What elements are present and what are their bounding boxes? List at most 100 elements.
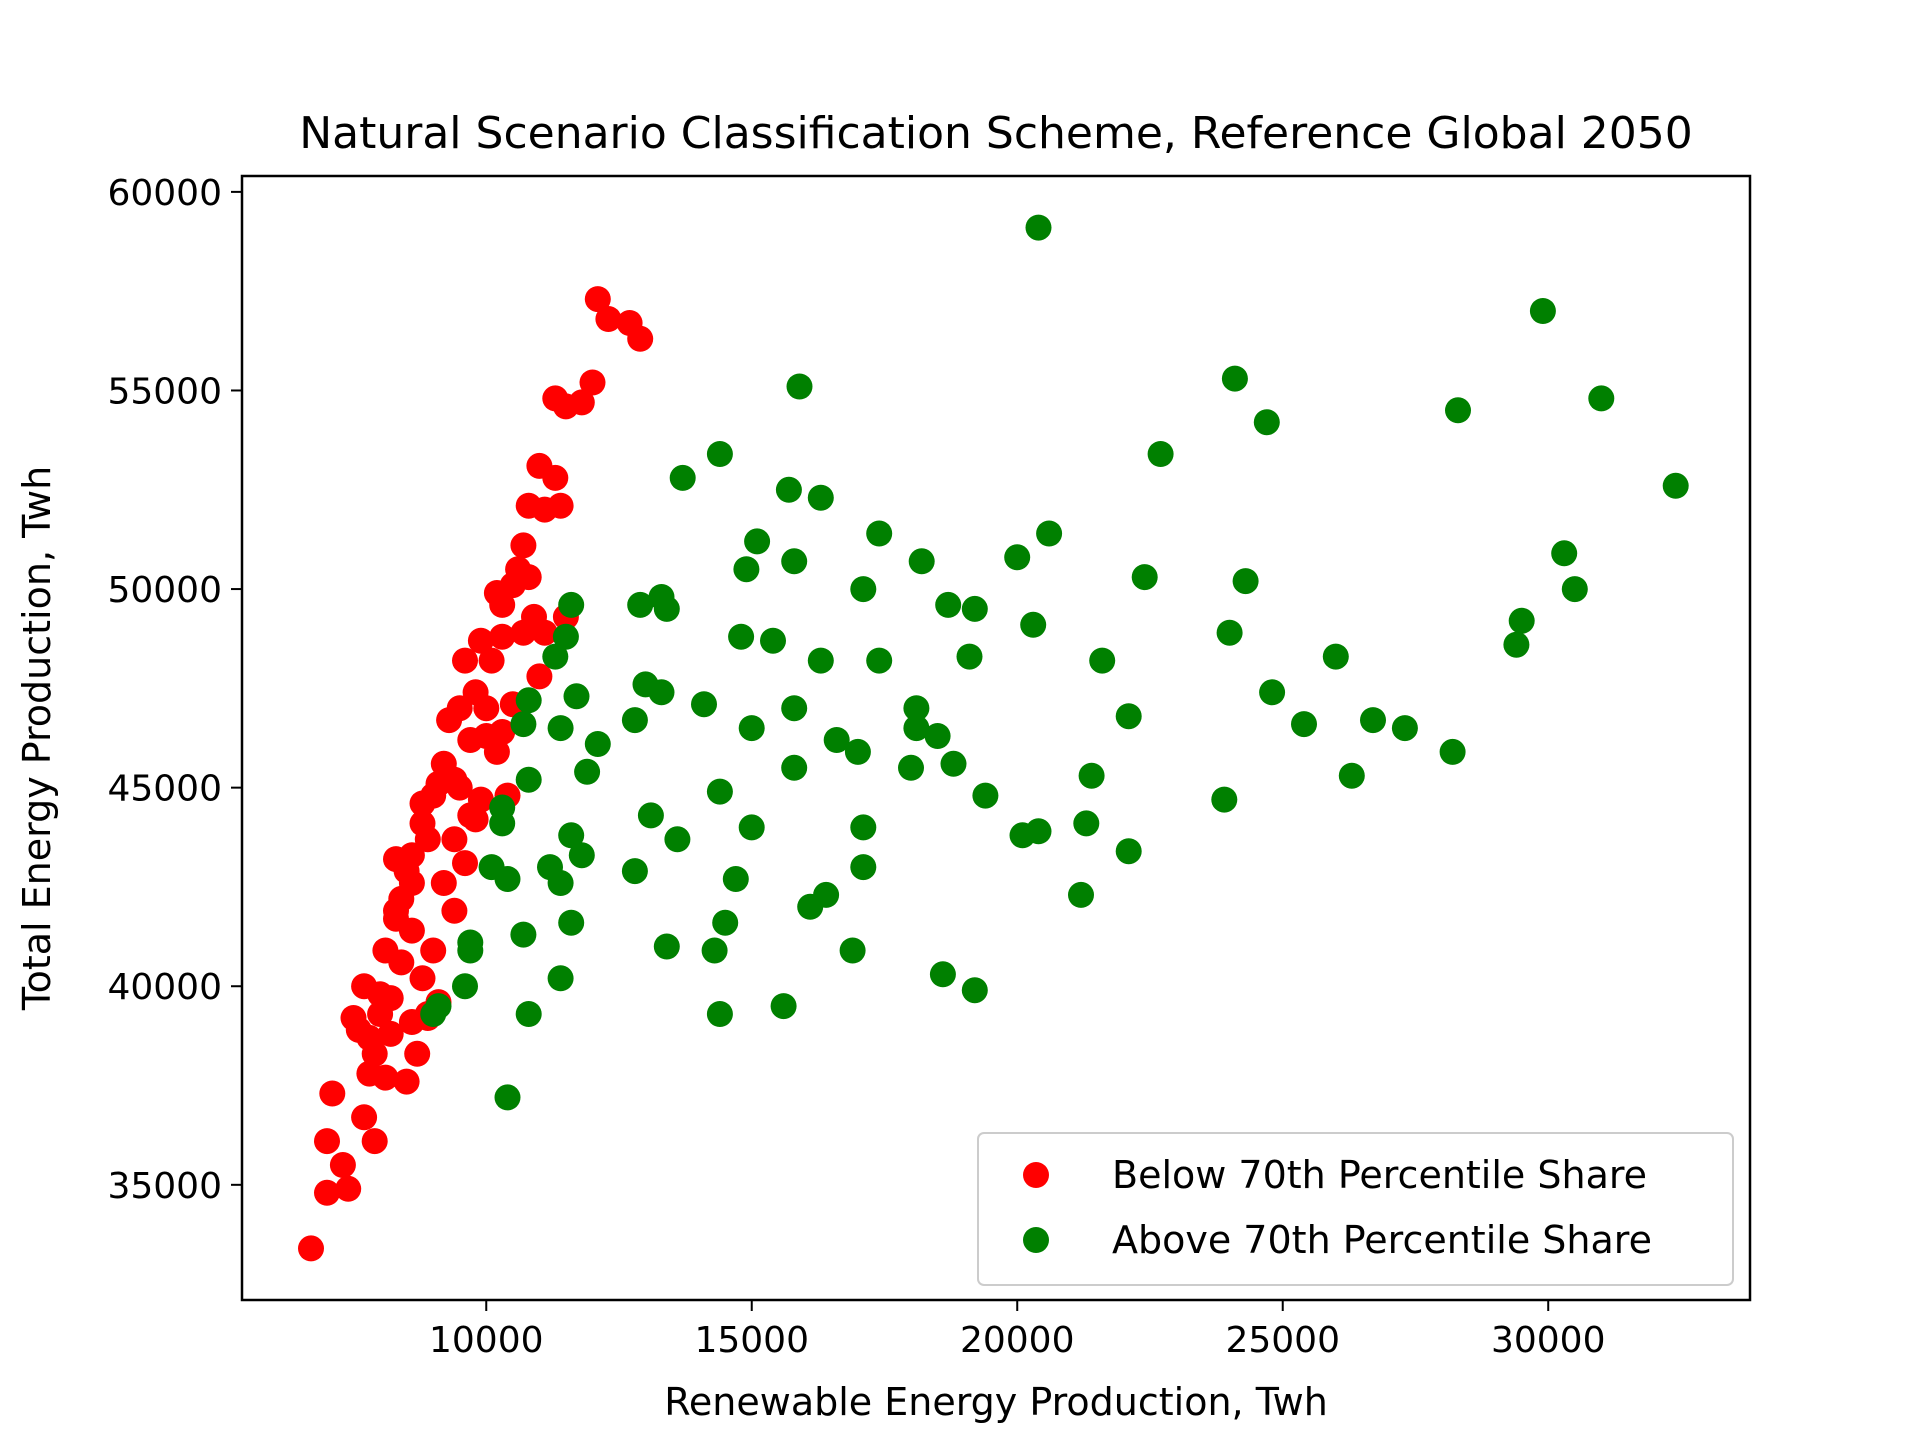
data-point: [579, 369, 606, 396]
data-point: [542, 643, 569, 670]
data-point: [691, 691, 717, 718]
y-tick-label: 45000: [107, 769, 222, 810]
data-point: [706, 778, 733, 805]
data-point: [1291, 711, 1317, 738]
data-point: [467, 786, 494, 813]
data-point: [1391, 715, 1418, 742]
data-point: [621, 707, 648, 734]
data-point: [510, 619, 537, 646]
y-tick-label: 40000: [107, 967, 222, 1008]
y-tick-label: 60000: [107, 173, 222, 214]
legend-label-above: Above 70th Percentile Share: [1112, 1218, 1652, 1262]
data-point: [1078, 762, 1105, 789]
data-point: [584, 731, 611, 757]
data-point: [866, 647, 893, 674]
data-point: [760, 627, 786, 654]
data-point: [1529, 298, 1556, 324]
x-tick-label: 20000: [960, 1320, 1075, 1361]
data-point: [404, 1040, 431, 1067]
plot-frame: [240, 174, 1752, 1302]
legend-box: [977, 1132, 1734, 1286]
data-point: [621, 858, 648, 885]
data-point: [531, 496, 558, 523]
y-tick-label: 55000: [107, 371, 222, 412]
data-point: [595, 306, 622, 332]
data-point: [770, 993, 797, 1020]
data-point: [924, 723, 951, 749]
data-point: [1662, 472, 1689, 499]
data-point: [1221, 365, 1248, 392]
data-point: [383, 905, 409, 932]
data-point: [552, 623, 579, 650]
data-point: [1561, 576, 1588, 603]
x-tick-label: 15000: [694, 1320, 809, 1361]
data-point: [441, 826, 468, 853]
data-point: [866, 520, 893, 547]
data-point: [1115, 703, 1142, 730]
data-point: [409, 965, 436, 992]
data-point: [547, 870, 574, 896]
data-point: [903, 715, 930, 742]
data-point: [627, 591, 654, 618]
data-point: [839, 937, 866, 964]
data-point: [850, 814, 877, 841]
data-point: [627, 325, 654, 352]
data-point: [467, 627, 494, 654]
data-point: [515, 766, 542, 793]
y-tick-label: 50000: [107, 570, 222, 611]
data-point: [1036, 520, 1063, 547]
data-point: [510, 921, 537, 948]
data-point: [1068, 881, 1094, 908]
data-point: [850, 576, 877, 603]
data-point: [1025, 818, 1052, 845]
x-tick-label: 10000: [429, 1320, 544, 1361]
data-point: [377, 1020, 404, 1047]
data-point: [563, 683, 590, 710]
data-point: [340, 1005, 367, 1031]
data-point: [1508, 607, 1535, 634]
data-point: [1360, 707, 1386, 734]
data-point: [844, 738, 871, 765]
data-point: [335, 1175, 362, 1202]
data-point: [850, 854, 877, 881]
data-point: [744, 528, 771, 555]
data-point: [372, 937, 399, 964]
data-point: [1025, 214, 1052, 241]
data-point: [452, 647, 478, 674]
data-point: [972, 782, 999, 809]
plot-area: [298, 214, 1689, 1262]
data-point: [542, 464, 569, 491]
data-point: [489, 623, 516, 650]
data-point: [505, 556, 532, 583]
data-point: [775, 476, 802, 503]
data-point: [1588, 385, 1615, 412]
data-point: [929, 961, 956, 988]
data-point: [935, 591, 962, 618]
legend: Below 70th Percentile Share Above 70th P…: [977, 1132, 1734, 1286]
data-point: [669, 464, 696, 491]
data-point: [1147, 441, 1174, 467]
data-point: [1211, 786, 1238, 813]
data-point: [494, 866, 521, 892]
data-point: [457, 727, 484, 753]
data-point: [441, 766, 468, 793]
data-point: [441, 897, 468, 924]
x-axis: 10000 15000 20000 25000 30000: [429, 1300, 1605, 1361]
data-point: [452, 850, 478, 877]
data-point: [653, 595, 680, 622]
y-axis: 35000 40000 45000 50000 55000 60000: [107, 173, 242, 1207]
data-point: [584, 286, 611, 313]
data-point: [1073, 810, 1100, 837]
data-point: [558, 909, 585, 936]
data-point: [1259, 679, 1286, 706]
data-point: [903, 695, 930, 722]
data-point: [351, 1104, 378, 1131]
data-point: [961, 977, 988, 1004]
data-point: [314, 1179, 340, 1206]
data-point: [473, 695, 500, 722]
data-point: [489, 810, 516, 837]
data-point: [1020, 611, 1047, 638]
data-point: [781, 548, 808, 575]
data-point: [648, 679, 675, 706]
